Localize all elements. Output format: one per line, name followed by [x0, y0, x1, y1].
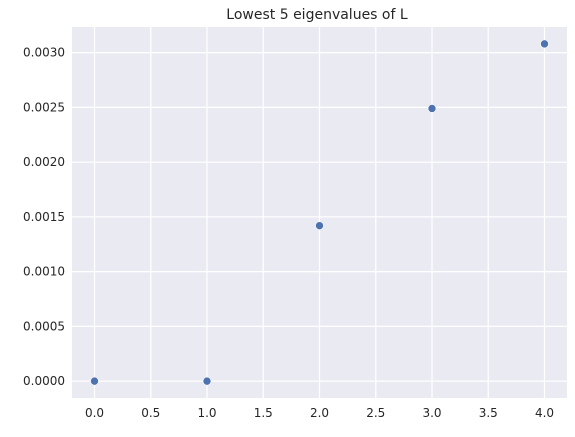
x-tick-label: 1.5 — [254, 406, 273, 420]
chart-title: Lowest 5 eigenvalues of L — [226, 7, 408, 23]
y-tick-label: 0.0030 — [23, 46, 65, 60]
y-tick-label: 0.0025 — [23, 100, 65, 114]
data-point — [315, 221, 324, 230]
y-tick-label: 0.0015 — [23, 210, 65, 224]
x-gridlines — [93, 27, 546, 398]
x-tick-labels: 0.0 0.5 1.0 1.5 2.0 2.5 3.0 3.5 4.0 — [85, 406, 554, 420]
x-tick-label: 1.0 — [197, 406, 216, 420]
x-tick-label: 3.5 — [479, 406, 498, 420]
x-tick-label: 2.0 — [310, 406, 329, 420]
x-tick-label: 4.0 — [535, 406, 554, 420]
y-tick-label: 0.0000 — [23, 374, 65, 388]
data-point — [202, 376, 212, 386]
x-tick-label: 0.5 — [141, 406, 160, 420]
data-point — [427, 104, 437, 113]
y-tick-label: 0.0010 — [23, 265, 65, 279]
y-tick-labels: 0.0000 0.0005 0.0010 0.0015 0.0020 0.0025 0.00… — [23, 46, 65, 389]
data-point — [90, 376, 99, 386]
x-tick-label: 2.5 — [366, 406, 385, 420]
y-gridlines — [72, 51, 567, 382]
x-tick-label: 0.0 — [85, 406, 104, 420]
y-tick-label: 0.0005 — [23, 319, 65, 333]
data-points — [90, 39, 549, 386]
x-tick-label: 3.0 — [422, 406, 441, 420]
y-tick-label: 0.0020 — [23, 155, 65, 169]
data-point — [540, 39, 549, 49]
